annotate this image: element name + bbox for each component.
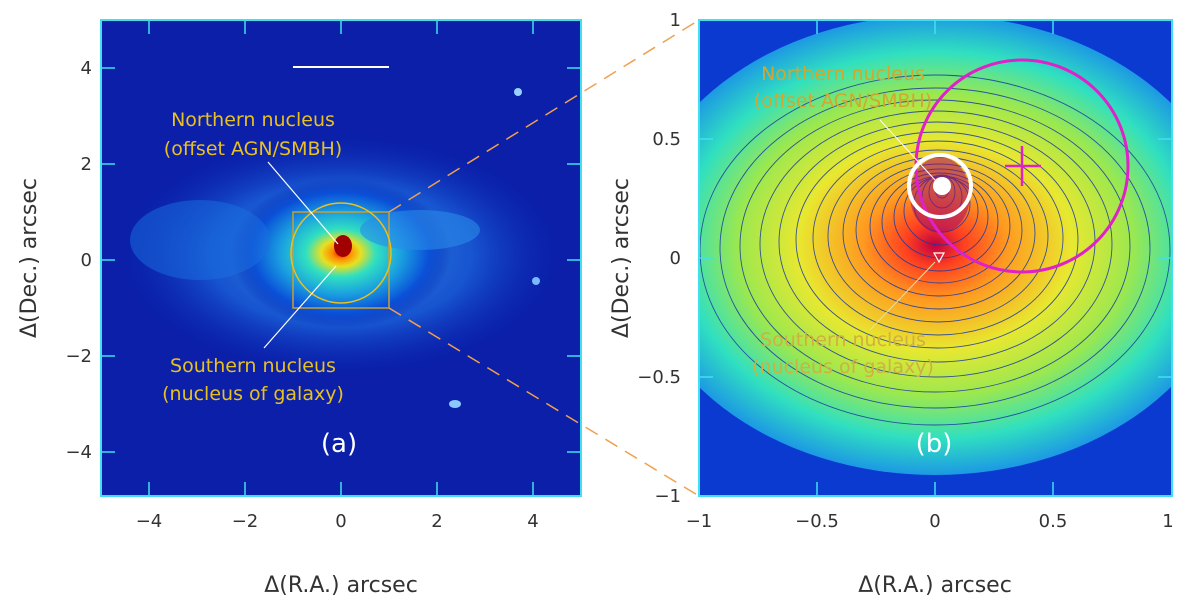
panel-b-ytick: −1 — [654, 486, 681, 507]
panel-a-north-pointer — [267, 161, 339, 245]
panel-a-zoom-box — [292, 211, 390, 309]
panel-b-south-pointer — [869, 261, 936, 331]
panel-a-xtick: 4 — [527, 511, 538, 532]
panel-a-ytick: −4 — [65, 442, 92, 463]
panel-b-ytick: 0 — [670, 248, 681, 269]
panel-a-ytick: 0 — [81, 250, 92, 271]
panel-b: Northern nucleus (offset AGN/SMBH) South… — [609, 10, 1174, 598]
panel-b-ylabel: Δ(Dec.) arcsec — [609, 178, 634, 338]
panel-b-xtick: 0 — [929, 511, 940, 532]
panel-b-north-label-line2: (offset AGN/SMBH) — [754, 90, 932, 112]
panel-b-label: (b) — [916, 429, 953, 459]
panel-a-xlabel: Δ(R.A.) arcsec — [264, 573, 418, 598]
panel-b-ytick: −0.5 — [637, 367, 681, 388]
panel-b-ticks — [699, 20, 1172, 496]
panel-b-xtick: 0.5 — [1039, 511, 1068, 532]
panel-b-south-label-line2: (nucleus of galaxy) — [752, 356, 934, 378]
panel-b-xtick: −0.5 — [795, 511, 839, 532]
panel-b-ytick: 0.5 — [652, 129, 681, 150]
panel-a-xtick: −2 — [232, 511, 259, 532]
panel-a-south-label-line2: (nucleus of galaxy) — [162, 383, 344, 405]
panel-a-xtick: −4 — [136, 511, 163, 532]
panel-b-xlabel: Δ(R.A.) arcsec — [858, 573, 1012, 598]
panel-a-xtick: 2 — [431, 511, 442, 532]
panel-a: Northern nucleus (offset AGN/SMBH) South… — [17, 19, 582, 598]
panel-a-aperture-circle — [290, 202, 392, 304]
panel-b-north-pointer — [879, 119, 936, 181]
panel-a-north-label-line1: Northern nucleus — [171, 109, 335, 131]
panel-a-ytick: 2 — [81, 154, 92, 175]
panel-a-ytick: −2 — [65, 346, 92, 367]
panel-b-southern-nucleus-marker — [932, 252, 946, 264]
panel-b-white-circle — [907, 153, 973, 219]
panel-a-south-label-line1: Southern nucleus — [170, 355, 336, 377]
panel-b-xtick: −1 — [686, 511, 713, 532]
panel-b-xtick: 1 — [1162, 511, 1173, 532]
panel-a-ticks — [101, 20, 581, 496]
panel-a-ytick: 4 — [81, 58, 92, 79]
zoom-connector-top — [388, 19, 700, 213]
panel-a-xtick: 0 — [335, 511, 346, 532]
panel-b-south-label-line1: Southern nucleus — [760, 329, 926, 351]
panel-a-ylabel: Δ(Dec.) arcsec — [17, 178, 42, 338]
panel-a-south-pointer — [263, 265, 337, 349]
zoom-connector-bottom — [388, 307, 700, 497]
panel-a-label: (a) — [321, 429, 357, 459]
panel-b-northern-nucleus-dot — [933, 177, 951, 195]
panel-b-north-label-line1: Northern nucleus — [761, 63, 925, 85]
panel-a-galaxy-image — [121, 88, 561, 408]
panel-b-ytick: 1 — [670, 10, 681, 31]
panel-a-north-label-line2: (offset AGN/SMBH) — [164, 138, 342, 160]
